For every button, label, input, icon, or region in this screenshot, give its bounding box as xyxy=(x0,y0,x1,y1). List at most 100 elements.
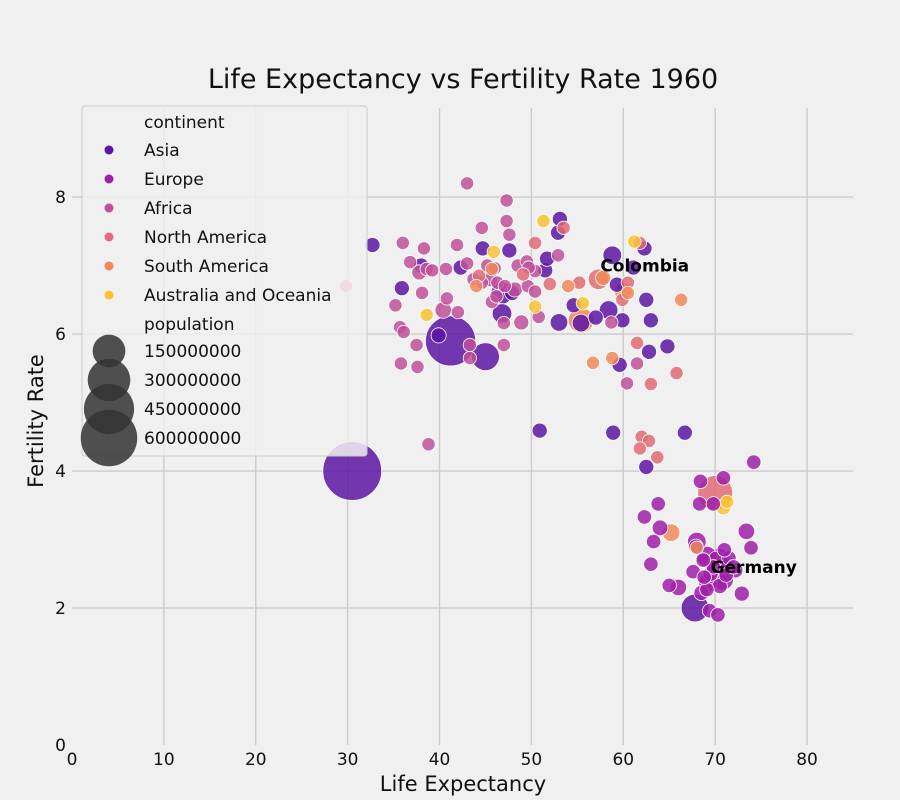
data-point xyxy=(474,220,489,235)
data-point xyxy=(669,366,684,381)
data-point xyxy=(556,220,571,235)
legend-label: South America xyxy=(144,257,269,277)
data-point xyxy=(737,522,756,540)
data-point xyxy=(393,280,410,297)
legend-size-title: population xyxy=(144,315,234,335)
data-point xyxy=(388,298,403,313)
x-tick-label: 10 xyxy=(153,750,175,770)
data-point xyxy=(528,299,543,314)
data-point xyxy=(416,241,431,256)
legend-label: Asia xyxy=(144,141,180,161)
data-points xyxy=(322,176,762,623)
data-point xyxy=(489,289,504,304)
data-point xyxy=(705,496,721,512)
legend-label: Australia and Oceania xyxy=(144,286,332,306)
legend-label: Africa xyxy=(144,199,193,219)
data-point xyxy=(632,441,647,456)
x-tick-label: 80 xyxy=(796,750,818,770)
data-point xyxy=(499,193,514,208)
data-point xyxy=(410,359,425,374)
data-point xyxy=(645,533,662,550)
data-point xyxy=(661,577,677,594)
data-point xyxy=(496,337,511,353)
data-point xyxy=(638,458,655,475)
data-point xyxy=(638,291,655,308)
data-point xyxy=(643,376,658,392)
x-tick-label: 60 xyxy=(612,750,634,770)
y-tick-label: 0 xyxy=(55,736,66,756)
data-point xyxy=(602,245,623,266)
data-point xyxy=(409,337,424,353)
data-point xyxy=(605,424,622,441)
data-point xyxy=(676,424,693,441)
data-point xyxy=(641,343,657,360)
data-point xyxy=(484,261,499,277)
x-tick-label: 30 xyxy=(337,750,359,770)
data-point xyxy=(450,305,465,320)
data-point xyxy=(497,279,512,294)
data-point xyxy=(650,496,666,512)
data-point xyxy=(604,315,619,330)
data-point xyxy=(571,313,591,333)
x-tick-label: 50 xyxy=(521,750,543,770)
legend-marker xyxy=(104,174,114,184)
data-point xyxy=(585,355,601,370)
data-point xyxy=(710,607,726,623)
data-point xyxy=(595,269,612,286)
data-point xyxy=(513,314,530,331)
y-tick-label: 4 xyxy=(55,462,66,482)
data-point xyxy=(516,267,531,282)
data-point xyxy=(651,519,669,537)
legend-hue-title: continent xyxy=(144,113,225,133)
data-point xyxy=(587,309,604,326)
data-point xyxy=(499,213,514,229)
chart-title: Life Expectancy vs Fertility Rate 1960 xyxy=(208,64,718,95)
data-point xyxy=(396,324,411,340)
data-point xyxy=(716,542,733,558)
annotations: Colombia Germany xyxy=(600,257,797,578)
data-point xyxy=(630,356,645,371)
data-point xyxy=(395,235,410,251)
data-point xyxy=(715,470,732,486)
data-point xyxy=(550,248,566,263)
data-point xyxy=(605,350,620,366)
data-point xyxy=(528,235,543,251)
data-point xyxy=(531,422,548,439)
data-point xyxy=(696,569,712,585)
data-point xyxy=(393,356,409,371)
legend-size-marker xyxy=(80,409,138,467)
data-point xyxy=(536,213,551,229)
legend-marker xyxy=(104,290,114,300)
y-tick-label: 8 xyxy=(55,188,66,208)
data-point xyxy=(746,454,762,470)
data-point xyxy=(643,556,659,572)
data-point xyxy=(725,559,742,575)
legend-marker xyxy=(104,203,114,213)
data-point xyxy=(502,227,517,242)
tick-labels: 0 10 20 30 40 50 60 70 80 0 2 4 6 8 xyxy=(55,188,818,770)
data-point xyxy=(627,234,642,249)
legend-label: Europe xyxy=(144,170,204,190)
data-point xyxy=(620,285,635,301)
legend-marker xyxy=(104,261,114,271)
data-point xyxy=(415,285,430,301)
data-point xyxy=(691,496,708,512)
legend-box xyxy=(81,105,368,457)
data-point xyxy=(460,256,475,271)
data-point xyxy=(743,540,759,556)
data-point xyxy=(561,279,576,294)
data-point xyxy=(650,450,665,465)
y-tick-label: 6 xyxy=(55,325,66,345)
legend-size-label: 450000000 xyxy=(144,400,241,420)
x-tick-label: 20 xyxy=(245,750,267,770)
data-point xyxy=(625,259,642,276)
data-point xyxy=(674,292,689,307)
x-tick-label: 40 xyxy=(429,750,451,770)
data-point xyxy=(692,473,709,489)
data-point xyxy=(403,255,418,270)
data-point xyxy=(575,296,590,311)
data-point xyxy=(439,291,454,306)
x-tick-label: 0 xyxy=(67,750,78,770)
legend-marker xyxy=(104,232,114,242)
